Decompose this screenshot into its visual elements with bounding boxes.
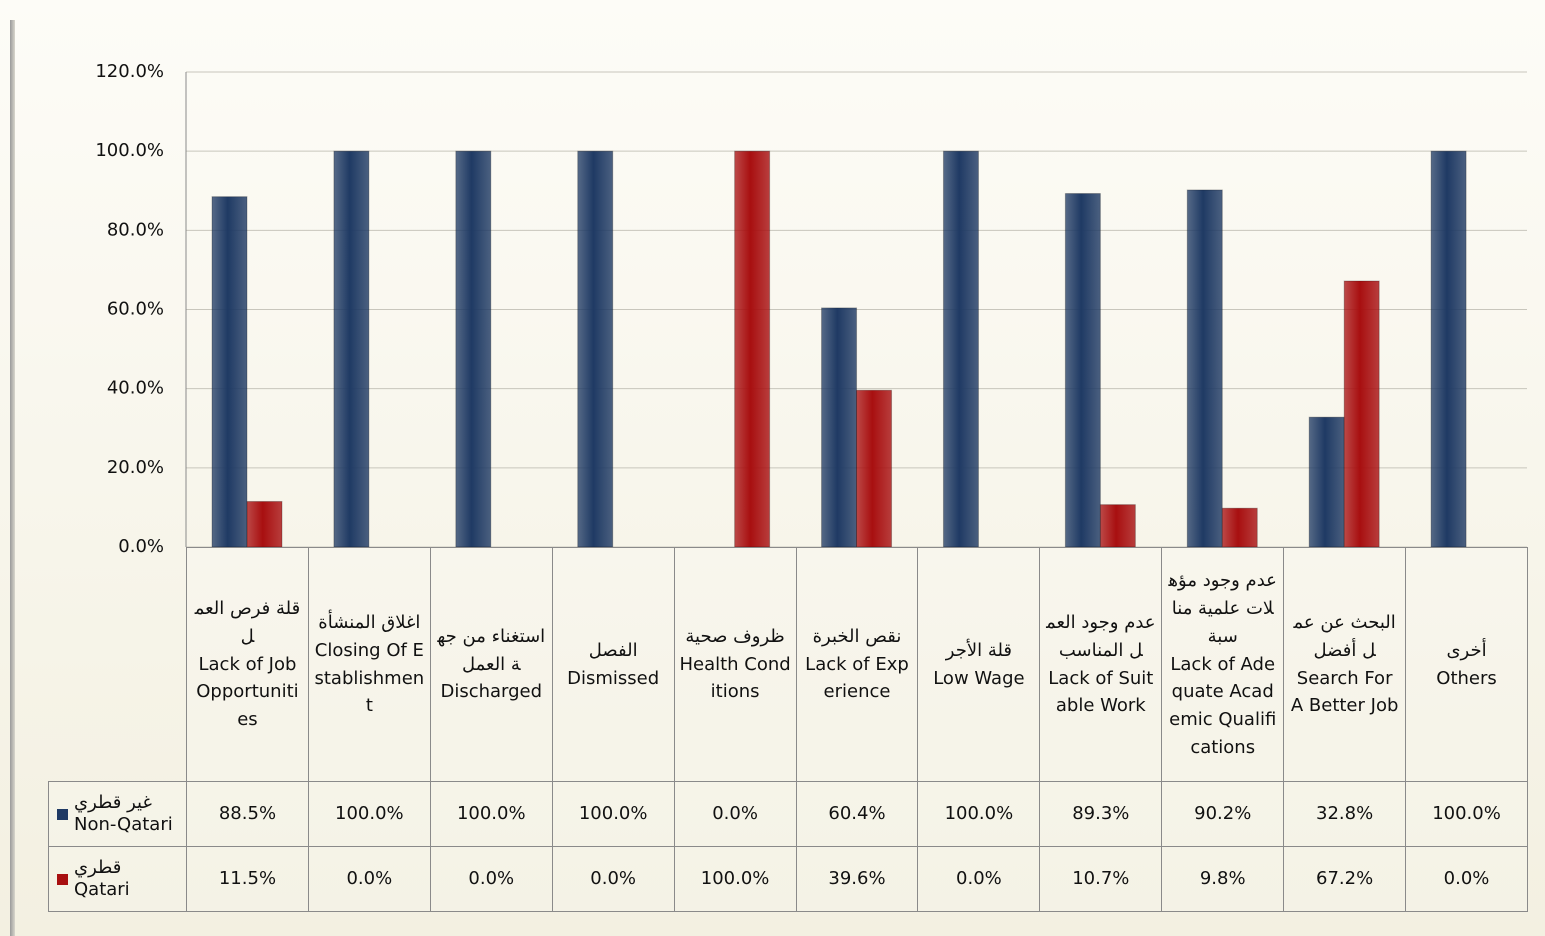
legend-label: غير قطري Non-Qatari — [74, 791, 173, 836]
category-label: قلة فرص العمل Lack of Job Opportunities — [186, 547, 309, 782]
legend-swatch — [57, 873, 68, 885]
bar — [1343, 280, 1380, 548]
bar — [577, 150, 614, 548]
data-label: 0.0% — [917, 846, 1041, 912]
data-label: 39.6% — [795, 846, 919, 912]
data-label: 0.0% — [1405, 846, 1528, 912]
data-label: 100.0% — [551, 781, 675, 847]
data-label: 11.5% — [186, 846, 309, 912]
category-label: قلة الأجر Low Wage — [917, 547, 1041, 782]
category-label: استغناء من جهة العمل Discharged — [429, 547, 553, 782]
data-label: 100.0% — [1405, 781, 1528, 847]
bar — [1430, 150, 1467, 548]
data-label: 32.8% — [1283, 781, 1407, 847]
bar — [455, 150, 492, 548]
data-label: 9.8% — [1161, 846, 1285, 912]
category-label: عدم وجود مؤهلات علمية مناسبة Lack of Ade… — [1161, 547, 1285, 782]
data-label: 100.0% — [673, 846, 797, 912]
data-label: 0.0% — [429, 846, 553, 912]
category-label: عدم وجود العمل المناسب Lack of Suitable … — [1039, 547, 1163, 782]
category-label: اغلاق المنشأة Closing Of Establishment — [307, 547, 431, 782]
y-tick-label: 120.0% — [95, 61, 164, 82]
y-tick-label: 40.0% — [107, 378, 164, 399]
y-tick-label: 20.0% — [107, 457, 164, 478]
data-label: 0.0% — [551, 846, 675, 912]
category-label: الفصل Dismissed — [551, 547, 675, 782]
data-label: 90.2% — [1161, 781, 1285, 847]
bar — [246, 500, 283, 548]
data-label: 67.2% — [1283, 846, 1407, 912]
bar — [211, 196, 248, 548]
bar — [821, 307, 858, 548]
bar — [1186, 189, 1223, 548]
bar — [333, 150, 370, 548]
bar — [942, 150, 979, 548]
legend-entry: غير قطري Non-Qatari — [48, 781, 187, 847]
bar — [1308, 416, 1345, 548]
y-tick-label: 80.0% — [107, 219, 164, 240]
y-tick-label: 60.0% — [107, 299, 164, 320]
data-label: 100.0% — [429, 781, 553, 847]
legend-label: قطري Qatari — [74, 856, 130, 901]
category-label: ظروف صحية Health Conditions — [673, 547, 797, 782]
edge — [10, 20, 15, 936]
bar — [1221, 507, 1258, 548]
category-label: البحث عن عمل أفضل Search For A Better Jo… — [1283, 547, 1407, 782]
y-tick-label: 100.0% — [95, 140, 164, 161]
legend-swatch — [57, 808, 68, 820]
category-label: نقص الخبرة Lack of Experience — [795, 547, 919, 782]
data-label: 60.4% — [795, 781, 919, 847]
data-label: 100.0% — [917, 781, 1041, 847]
category-label: أخرى Others — [1405, 547, 1528, 782]
y-tick-label: 0.0% — [118, 536, 164, 557]
data-label: 0.0% — [673, 781, 797, 847]
legend-entry: قطري Qatari — [48, 846, 187, 912]
data-label: 10.7% — [1039, 846, 1163, 912]
bar — [1099, 504, 1136, 548]
data-label: 88.5% — [186, 781, 309, 847]
data-label: 89.3% — [1039, 781, 1163, 847]
bar — [734, 150, 771, 548]
data-label: 100.0% — [307, 781, 431, 847]
data-label: 0.0% — [307, 846, 431, 912]
bar — [856, 389, 893, 548]
bar — [1064, 193, 1101, 548]
